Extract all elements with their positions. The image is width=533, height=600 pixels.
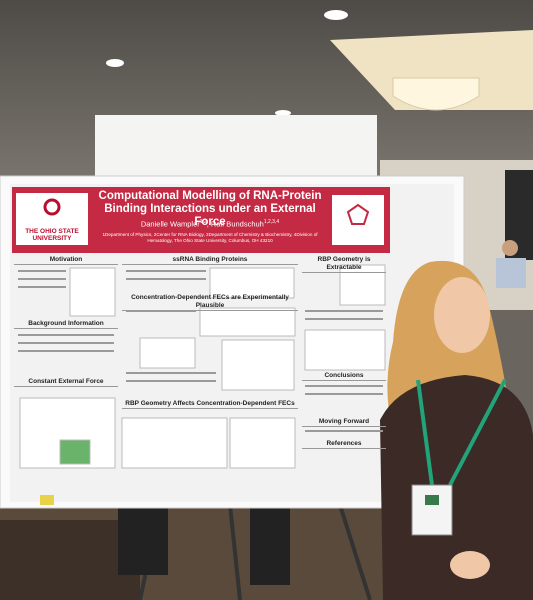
figures — [19, 264, 386, 469]
body-text — [126, 380, 216, 382]
legs — [118, 505, 168, 575]
logo-mark — [346, 203, 370, 225]
section-heading: Moving Forward — [302, 418, 386, 427]
section-heading: Concentration-Dependent FECs are Experim… — [122, 294, 298, 311]
easel-leg — [228, 504, 242, 600]
legs — [250, 505, 290, 585]
section-heading: Motivation — [14, 256, 118, 265]
logo-text: THE OHIO STATE UNIVERSITY — [25, 228, 79, 242]
light — [275, 110, 291, 116]
body-text — [305, 385, 383, 387]
poster-title: Computational Modelling of RNA-Protein B… — [98, 190, 322, 228]
section-heading: References — [302, 440, 386, 449]
body-text — [18, 270, 66, 272]
affiliations: 1Department of Physics, 2Center for RNA … — [102, 232, 318, 243]
body-text — [126, 372, 216, 374]
section-heading: Background Information — [14, 320, 118, 329]
section-heading: RBP Geometry is Extractable — [302, 256, 386, 273]
authors: Danielle Wampler1,2, Ralf Bundschuh1,2,3… — [140, 219, 280, 229]
body-text — [126, 270, 206, 272]
body-text — [18, 350, 114, 352]
author-name: Danielle Wampler — [140, 219, 200, 229]
body-text — [126, 278, 206, 280]
author-name: Ralf Bundschuh — [210, 219, 264, 229]
author-sup: 1,2,3,4 — [263, 219, 280, 225]
body-text — [126, 310, 196, 312]
body-text — [305, 430, 383, 432]
body-text — [305, 310, 383, 312]
logo-box — [16, 193, 88, 245]
logo-box — [332, 195, 384, 245]
ceiling-recess — [330, 30, 533, 110]
logo-mark — [43, 198, 61, 216]
body-text — [305, 318, 383, 320]
body-text — [18, 342, 114, 344]
body-text — [18, 286, 66, 288]
body-text — [305, 393, 383, 395]
background-person — [496, 240, 526, 288]
easel-leg — [338, 504, 372, 600]
author-sup: 1,2 — [199, 219, 207, 225]
bag — [0, 520, 140, 600]
body-text — [18, 278, 66, 280]
light — [106, 59, 124, 67]
sticky-note — [40, 495, 54, 505]
light — [324, 10, 348, 20]
section-heading: ssRNA Binding Proteins — [122, 256, 298, 265]
body-text — [18, 334, 114, 336]
pendant-lamp — [392, 77, 480, 111]
person — [380, 260, 533, 600]
section-heading: Conclusions — [302, 372, 386, 381]
section-heading: RBP Geometry Affects Concentration-Depen… — [122, 400, 298, 409]
section-heading: Constant External Force — [14, 378, 118, 387]
